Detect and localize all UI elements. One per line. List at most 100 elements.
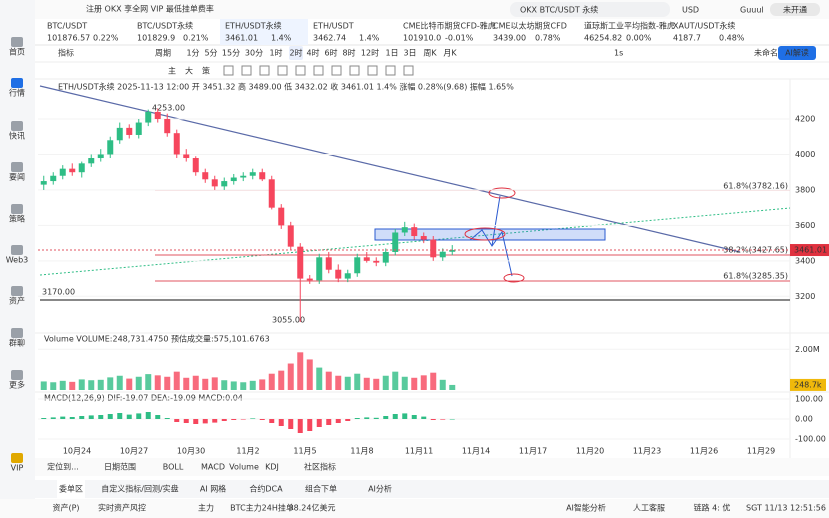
currency[interactable]: USD <box>682 6 699 15</box>
ticker-change[interactable]: 1.4% <box>271 34 292 43</box>
indicator-item[interactable]: 日期范围 <box>104 462 136 472</box>
ticker-price[interactable]: 46254.82 <box>584 34 622 43</box>
tab[interactable]: 组合下单 <box>305 484 337 494</box>
interval[interactable]: 12时 <box>361 48 379 58</box>
interval[interactable]: 周K <box>423 49 437 58</box>
draw-tool-icon[interactable] <box>277 65 288 76</box>
indicator-item[interactable]: KDJ <box>265 463 279 472</box>
speed[interactable]: 1s <box>614 49 623 58</box>
sidebar-icon[interactable] <box>11 204 23 214</box>
sidebar-icon[interactable] <box>11 121 23 131</box>
status-item[interactable]: 人工客服 <box>633 503 665 513</box>
sidebar-item[interactable]: 更多 <box>9 380 25 390</box>
sidebar-icon[interactable] <box>11 78 23 88</box>
draw-tool-icon[interactable] <box>241 65 252 76</box>
interval[interactable]: 5分 <box>204 49 217 58</box>
draw-tool[interactable]: 大 <box>185 66 193 76</box>
ticker-price[interactable]: 101829.9 <box>137 34 175 43</box>
indicator-item[interactable]: Volume <box>229 463 259 472</box>
sidebar-icon[interactable] <box>11 37 23 47</box>
ticker-change[interactable]: 1.4% <box>359 34 380 43</box>
sidebar-icon[interactable] <box>11 453 23 463</box>
draw-tool-icon[interactable] <box>349 65 360 76</box>
ticker-price[interactable]: 101876.57 <box>47 34 90 43</box>
search-box[interactable] <box>510 2 670 17</box>
sidebar-item[interactable]: 要闻 <box>9 173 25 182</box>
status-item[interactable]: AI智能分析 <box>566 503 606 513</box>
draw-tool-icon[interactable] <box>331 65 342 76</box>
sidebar-item[interactable]: 快讯 <box>9 131 25 141</box>
ticker-change[interactable]: 0.22% <box>93 34 119 43</box>
sidebar-icon[interactable] <box>11 245 23 255</box>
interval[interactable]: 6时 <box>324 48 337 58</box>
interval[interactable]: 15分 <box>222 49 240 58</box>
interval[interactable]: 2时 <box>289 48 302 58</box>
ticker-price[interactable]: 101910.0 <box>403 34 441 43</box>
interval[interactable]: 1时 <box>269 48 282 58</box>
sidebar-item[interactable]: 首页 <box>9 47 25 57</box>
ticker-change[interactable]: -0.01% <box>445 34 474 43</box>
period-button[interactable]: 周期 <box>155 49 171 58</box>
layout-name[interactable]: 未命名 <box>754 48 778 58</box>
draw-tool[interactable]: 策 <box>202 66 210 76</box>
ticker-change[interactable]: 0.21% <box>183 34 209 43</box>
draw-tool-icon[interactable] <box>259 65 270 76</box>
interval[interactable]: 月K <box>443 49 457 58</box>
ticker-name[interactable]: CME比特币期货CFD-雅虎 <box>403 21 496 31</box>
ticker-price[interactable]: 3439.00 <box>493 34 526 43</box>
indicator-button[interactable]: 指标 <box>58 48 74 58</box>
banner[interactable]: 注册 OKX 享全网 VIP 最低挂单费率 <box>86 4 214 14</box>
draw-tool-icon[interactable] <box>403 65 414 76</box>
sidebar-icon[interactable] <box>11 286 23 296</box>
status-item[interactable]: 链路 4: 优 <box>694 503 731 513</box>
ticker-name[interactable]: 道琼斯工业平均指数-雅虎 <box>584 21 675 31</box>
interval[interactable]: 8时 <box>342 48 355 58</box>
ticker-price[interactable]: 3461.01 <box>225 34 258 43</box>
ticker-change[interactable]: 0.48% <box>719 34 745 43</box>
status-item[interactable]: 实时资产风控 <box>98 503 146 513</box>
ticker-change[interactable]: 0.78% <box>535 34 561 43</box>
ticker-name[interactable]: CME以太坊期货CFD <box>493 21 567 31</box>
indicator-item[interactable]: 定位到... <box>47 462 79 472</box>
indicator-item[interactable]: 社区指标 <box>304 462 336 472</box>
draw-tool-icon[interactable] <box>295 65 306 76</box>
interval[interactable]: 3日 <box>403 49 416 58</box>
status-item[interactable]: 主力 <box>198 503 214 513</box>
search[interactable]: OKX BTC/USDT 永续 <box>520 5 598 15</box>
indicator-item[interactable]: MACD <box>201 463 225 472</box>
sidebar-item[interactable]: VIP <box>11 464 24 473</box>
sidebar-icon[interactable] <box>11 162 23 172</box>
sidebar-item[interactable]: 策略 <box>9 214 25 224</box>
interval[interactable]: 30分 <box>245 49 263 58</box>
sidebar-item[interactable]: 群聊 <box>9 338 25 348</box>
ticker-change[interactable]: 0.00% <box>626 34 652 43</box>
tab[interactable]: 合约DCA <box>249 484 283 494</box>
ticker-name[interactable]: ETH/USDT永续 <box>225 21 282 31</box>
ai-button-bg[interactable] <box>778 46 816 60</box>
draw-tool-icon[interactable] <box>313 65 324 76</box>
tab[interactable]: 自定义指标/回测/实盘 <box>101 484 178 494</box>
ticker-name[interactable]: BTC/USDT <box>47 22 87 31</box>
draw-tool-icon[interactable] <box>223 65 234 76</box>
ticker-name[interactable]: BTC/USDT永续 <box>137 21 193 31</box>
indicator-item[interactable]: BOLL <box>163 463 184 472</box>
tab[interactable]: AI 网格 <box>200 484 226 494</box>
user[interactable]: Guuul <box>740 6 764 15</box>
sidebar-item[interactable]: 资产 <box>9 296 25 306</box>
draw-tool-icon[interactable] <box>367 65 378 76</box>
draw-tool-icon[interactable] <box>385 65 396 76</box>
ticker-name[interactable]: XAUT/USDT永续 <box>673 21 735 31</box>
ai-button[interactable]: AI解读 <box>785 48 809 58</box>
interval[interactable]: 1日 <box>385 49 398 58</box>
interval[interactable]: 1分 <box>186 49 199 58</box>
sidebar-item[interactable]: Web3 <box>6 256 29 265</box>
draw-tool[interactable]: 主 <box>168 66 176 76</box>
ticker-price[interactable]: 3462.74 <box>313 34 346 43</box>
ticker-name[interactable]: ETH/USDT <box>313 22 354 31</box>
status-item[interactable]: BTC主力24H挂单 <box>230 503 294 513</box>
interval[interactable]: 4时 <box>306 48 319 58</box>
status-item[interactable]: 38.24亿美元 <box>289 503 336 513</box>
sidebar-icon[interactable] <box>11 328 23 338</box>
ticker-price[interactable]: 4187.7 <box>673 34 701 43</box>
tab[interactable]: 委单区 <box>59 484 83 494</box>
